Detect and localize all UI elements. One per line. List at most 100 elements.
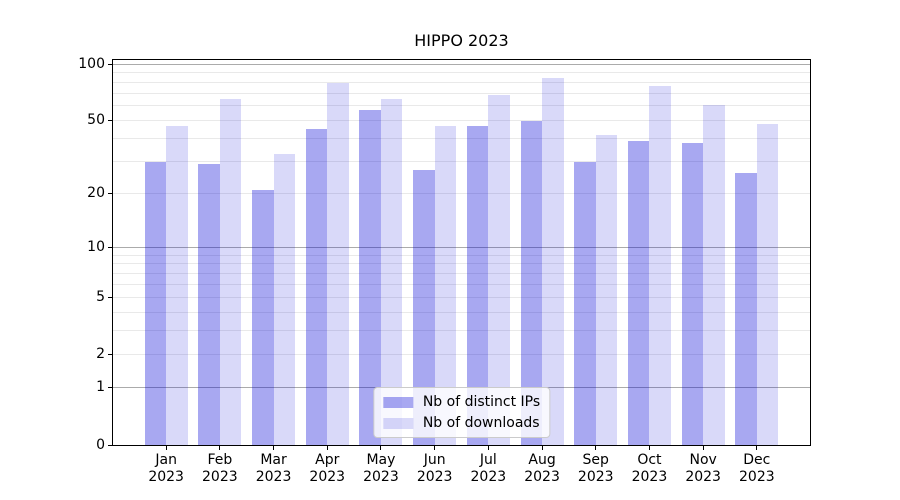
y-tick-mark-10 xyxy=(108,246,112,248)
x-tick-month-jan: Jan xyxy=(155,452,177,468)
legend-swatch-downloads xyxy=(382,417,413,429)
gridline-8 xyxy=(113,263,810,265)
x-tick-year-dec: 2023 xyxy=(739,469,775,485)
gridline-3 xyxy=(113,330,810,332)
bar-dec-downloads xyxy=(756,124,779,445)
x-tick-month-nov: Nov xyxy=(689,452,717,468)
gridline-100 xyxy=(113,63,810,65)
y-tick-mark-50 xyxy=(108,120,112,122)
x-tick-label-sep: Sep 2023 xyxy=(564,452,628,486)
x-tick-mark-mar xyxy=(273,446,275,450)
x-tick-label-jul: Jul 2023 xyxy=(456,452,520,486)
x-tick-mark-nov xyxy=(702,446,704,450)
bar-nov-downloads xyxy=(703,104,725,445)
x-tick-label-apr: Apr 2023 xyxy=(295,452,359,486)
y-tick-mark-20 xyxy=(108,193,112,195)
bar-feb-downloads xyxy=(219,99,242,445)
y-tick-label-0: 0 xyxy=(96,436,105,453)
x-tick-year-apr: 2023 xyxy=(309,469,346,485)
bar-oct-downloads xyxy=(649,85,671,445)
x-tick-month-dec: Dec xyxy=(743,452,771,468)
x-tick-year-may: 2023 xyxy=(363,469,399,485)
bar-jun-downloads xyxy=(434,125,457,445)
y-tick-label-100: 100 xyxy=(78,55,105,72)
x-tick-year-jul: 2023 xyxy=(470,469,507,485)
x-tick-mark-jun xyxy=(434,446,436,450)
legend-label-downloads: Nb of downloads xyxy=(422,415,540,431)
gridline-6 xyxy=(113,284,810,286)
x-tick-label-jun: Jun 2023 xyxy=(403,452,467,486)
bar-mar-downloads xyxy=(273,154,296,445)
x-tick-month-oct: Oct xyxy=(637,452,662,468)
bar-may-downloads xyxy=(380,99,403,445)
x-tick-year-jun: 2023 xyxy=(416,469,453,485)
x-tick-year-sep: 2023 xyxy=(577,469,614,485)
gridline-2 xyxy=(113,353,810,355)
y-tick-mark-1 xyxy=(108,387,112,389)
gridline-40 xyxy=(113,138,810,140)
x-tick-mark-oct xyxy=(648,446,650,450)
x-tick-label-mar: Mar 2023 xyxy=(242,452,306,486)
x-tick-label-feb: Feb 2023 xyxy=(188,452,252,486)
bar-oct-distinct-ips xyxy=(627,140,650,445)
x-tick-label-may: May 2023 xyxy=(349,452,413,486)
gridline-5 xyxy=(113,296,810,298)
x-tick-year-nov: 2023 xyxy=(685,469,721,485)
bar-jun-distinct-ips xyxy=(413,170,435,445)
bar-mar-distinct-ips xyxy=(252,190,274,445)
x-tick-year-oct: 2023 xyxy=(631,469,668,485)
x-tick-label-aug: Aug 2023 xyxy=(510,452,574,486)
gridline-20 xyxy=(113,193,810,195)
bar-aug-distinct-ips xyxy=(520,120,543,445)
x-tick-label-jan: Jan 2023 xyxy=(134,452,198,486)
bar-dec-distinct-ips xyxy=(735,173,757,445)
y-tick-mark-100 xyxy=(108,63,112,65)
y-tick-label-20: 20 xyxy=(87,185,105,202)
x-tick-year-feb: 2023 xyxy=(202,469,238,485)
bar-feb-distinct-ips xyxy=(198,164,220,445)
x-tick-mark-jan xyxy=(165,446,167,450)
x-tick-month-mar: Mar xyxy=(260,452,287,468)
bar-nov-distinct-ips xyxy=(681,142,704,445)
y-tick-mark-5 xyxy=(108,296,112,298)
x-tick-mark-jul xyxy=(487,446,489,450)
legend-swatch-distinct-ips xyxy=(382,396,413,408)
x-tick-month-feb: Feb xyxy=(207,452,233,468)
legend-item-downloads: Nb of downloads xyxy=(382,414,540,432)
bar-may-distinct-ips xyxy=(359,110,381,445)
x-tick-month-sep: Sep xyxy=(582,452,609,468)
gridline-7 xyxy=(113,273,810,274)
y-tick-label-2: 2 xyxy=(96,345,105,362)
chart-title: HIPPO 2023 xyxy=(414,31,509,50)
plot-area: Nb of distinct IPs Nb of downloads xyxy=(112,59,811,446)
x-tick-mark-sep xyxy=(595,446,597,450)
x-tick-mark-aug xyxy=(541,446,543,450)
x-tick-year-mar: 2023 xyxy=(255,469,292,485)
y-tick-label-1: 1 xyxy=(96,379,105,396)
x-tick-mark-feb xyxy=(219,446,221,450)
gridline-60 xyxy=(113,105,810,107)
x-tick-month-may: May xyxy=(366,452,396,468)
x-tick-month-apr: Apr xyxy=(315,452,340,468)
x-tick-month-jun: Jun xyxy=(423,452,446,468)
bar-jan-distinct-ips xyxy=(144,161,167,445)
bar-apr-downloads xyxy=(327,82,349,445)
gridline-50 xyxy=(113,120,810,122)
x-tick-mark-apr xyxy=(326,446,328,450)
bar-aug-downloads xyxy=(542,77,564,445)
bar-jan-downloads xyxy=(166,125,188,445)
bar-jul-distinct-ips xyxy=(466,125,489,445)
x-tick-year-jan: 2023 xyxy=(148,469,184,485)
bar-jul-downloads xyxy=(488,94,510,445)
x-tick-mark-dec xyxy=(756,446,758,450)
gridline-9 xyxy=(113,254,810,256)
gridline-4 xyxy=(113,311,810,313)
x-tick-month-jul: Jul xyxy=(479,452,497,468)
x-tick-label-oct: Oct 2023 xyxy=(617,452,681,486)
x-tick-mark-may xyxy=(380,446,382,450)
legend-item-distinct-ips: Nb of distinct IPs xyxy=(382,393,541,411)
legend-label-distinct-ips: Nb of distinct IPs xyxy=(422,394,541,410)
bar-sep-downloads xyxy=(595,134,618,445)
y-tick-label-50: 50 xyxy=(87,112,105,129)
